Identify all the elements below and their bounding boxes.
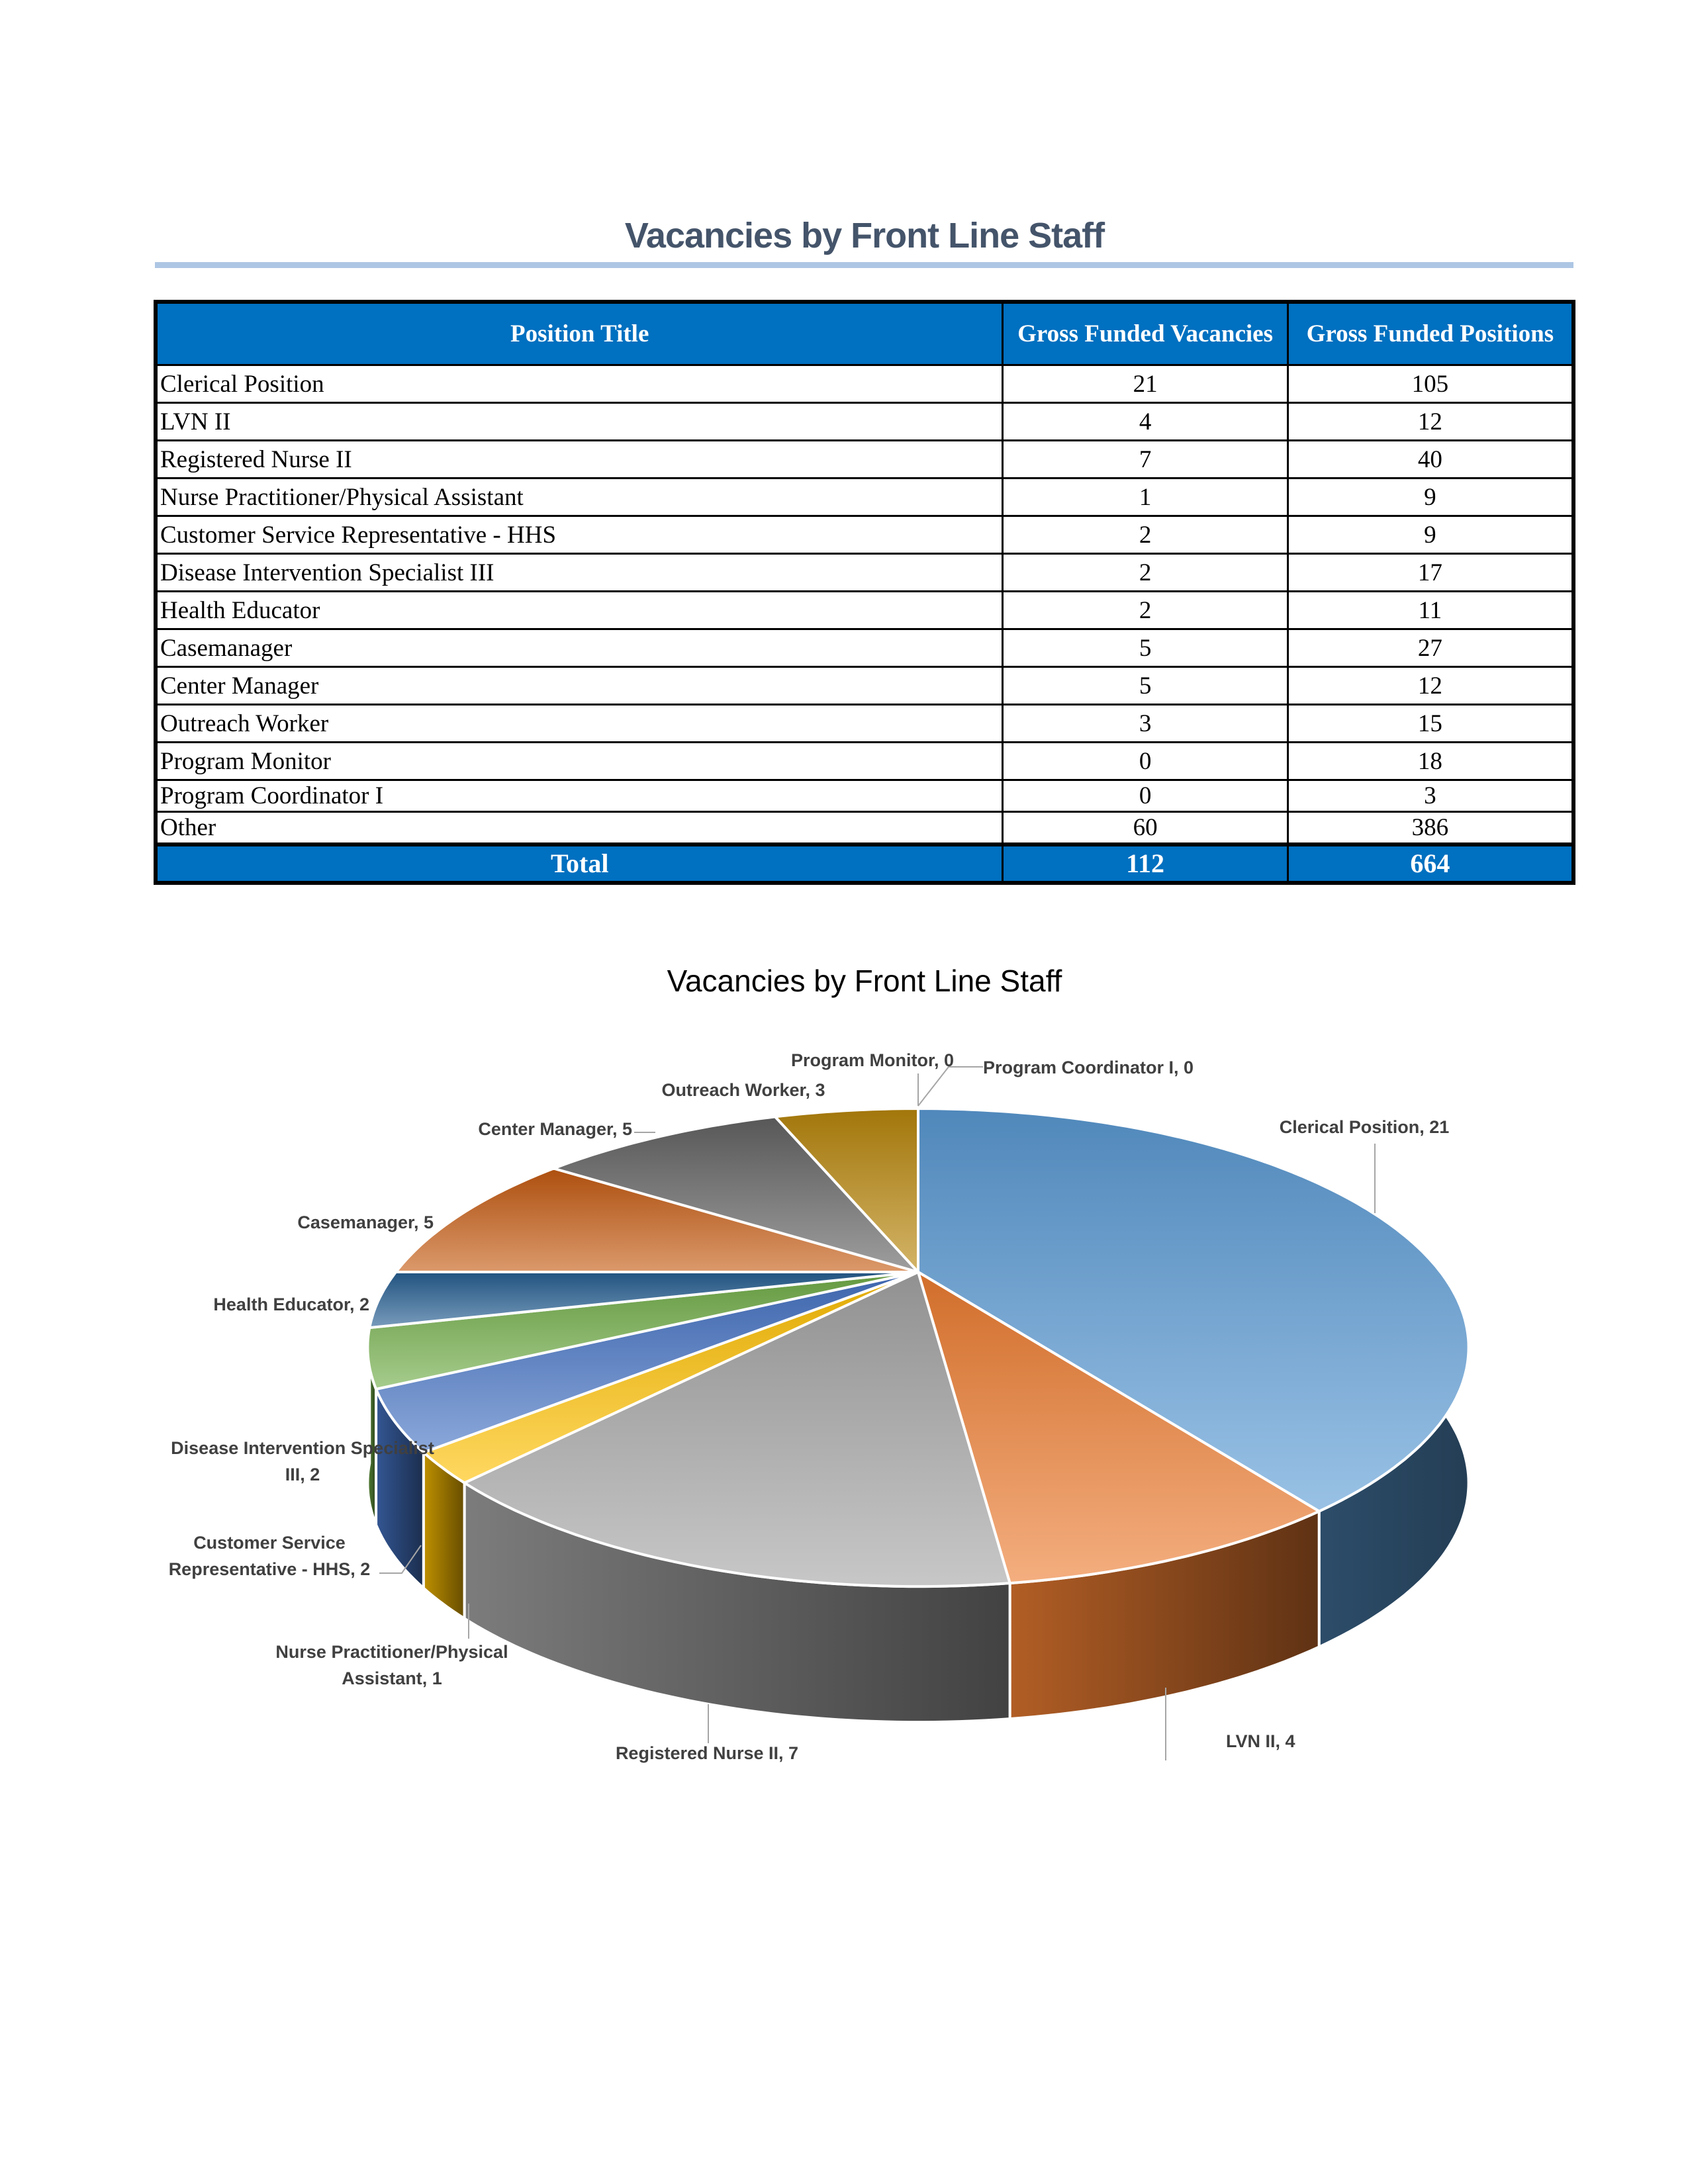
positions-cell: 386	[1286, 811, 1575, 846]
total-positions: 664	[1286, 842, 1575, 884]
data-label: Health Educator, 2	[213, 1295, 369, 1314]
vacancies-table: Position Title Gross Funded Vacancies Gr…	[154, 300, 1575, 885]
pie-slice	[421, 1271, 919, 1484]
table-row: Customer Service Representative - HHS 2 9	[154, 515, 1575, 555]
header-gross-funded-positions: Gross Funded Positions	[1286, 300, 1575, 366]
table-row: Program Monitor 0 18	[154, 741, 1575, 781]
data-label: Program Coordinator I, 0	[983, 1058, 1194, 1077]
position-title-cell: Center Manager	[154, 666, 1004, 705]
positions-cell: 27	[1286, 628, 1575, 668]
data-label: Clerical Position, 21	[1280, 1117, 1450, 1137]
vacancies-cell: 5	[1002, 628, 1289, 668]
position-title-cell: Program Monitor	[154, 741, 1004, 781]
positions-cell: 3	[1286, 779, 1575, 813]
total-row: Total 112 664	[154, 842, 1575, 884]
document-title: Vacancies by Front Line Staff	[624, 216, 1105, 255]
table-row: Casemanager 5 27	[154, 628, 1575, 668]
header-gross-funded-vacancies: Gross Funded Vacancies	[1002, 300, 1289, 366]
leader-line	[379, 1545, 422, 1574]
pie-slice	[549, 1115, 923, 1275]
data-label: Outreach Worker, 3	[661, 1080, 825, 1100]
total-vacancies: 112	[1002, 842, 1289, 884]
position-title-cell: Nurse Practitioner/Physical Assistant	[154, 477, 1004, 517]
vacancies-cell: 0	[1002, 779, 1289, 813]
leader-line	[917, 1066, 983, 1107]
pie-slice	[374, 1271, 919, 1454]
positions-cell: 9	[1286, 477, 1575, 517]
positions-cell: 17	[1286, 553, 1575, 592]
positions-cell: 105	[1286, 364, 1575, 404]
position-title-cell: Casemanager	[154, 628, 1004, 668]
pie-slice	[917, 1107, 1470, 1513]
table-row: Clerical Position 21 105	[154, 364, 1575, 404]
pie-slice	[367, 1271, 919, 1330]
vacancies-cell: 2	[1002, 515, 1289, 555]
vacancies-cell: 7	[1002, 439, 1289, 479]
positions-cell: 9	[1286, 515, 1575, 555]
positions-cell: 15	[1286, 704, 1575, 743]
table-row: Nurse Practitioner/Physical Assistant 1 9	[154, 477, 1575, 517]
vacancies-cell: 3	[1002, 704, 1289, 743]
pie-slice	[915, 1269, 1323, 1585]
position-title-cell: LVN II	[154, 402, 1004, 441]
data-label: Center Manager, 5	[478, 1119, 632, 1139]
table-row: LVN II 4 12	[154, 402, 1575, 441]
vacancies-cell: 5	[1002, 666, 1289, 705]
vacancies-cell: 2	[1002, 553, 1289, 592]
position-title-cell: Other	[154, 811, 1004, 846]
vacancies-cell: 1	[1002, 477, 1289, 517]
data-label: Disease Intervention Specialist III, 2	[171, 1438, 434, 1484]
pie-tops	[366, 1107, 1470, 1588]
vacancies-cell: 4	[1002, 402, 1289, 441]
data-label: Customer Service Representative - HHS, 2	[169, 1533, 371, 1579]
position-title-cell: Program Coordinator I	[154, 779, 1004, 813]
chart-title: Vacancies by Front Line Staff	[667, 964, 1062, 998]
data-label: LVN II, 4	[1226, 1731, 1295, 1751]
header-position-title: Position Title	[154, 300, 1004, 366]
data-label: Nurse Practitioner/Physical Assistant, 1	[275, 1642, 508, 1688]
data-labels: Clerical Position, 21 LVN II, 4 Registered…	[169, 1050, 1450, 1763]
pie-slice	[772, 1107, 919, 1276]
data-label: Registered Nurse II, 7	[616, 1743, 798, 1763]
position-title-cell: Clerical Position	[154, 364, 1004, 404]
position-title-cell: Customer Service Representative - HHS	[154, 515, 1004, 555]
leader-lines	[379, 1066, 1376, 1760]
vacancies-cell: 0	[1002, 741, 1289, 781]
positions-cell: 12	[1286, 666, 1575, 705]
position-title-cell: Health Educator	[154, 590, 1004, 630]
positions-cell: 11	[1286, 590, 1575, 630]
data-label: Program Monitor, 0	[791, 1050, 954, 1070]
vacancies-cell: 2	[1002, 590, 1289, 630]
table-row: Registered Nurse II 7 40	[154, 439, 1575, 479]
positions-cell: 18	[1286, 741, 1575, 781]
total-label: Total	[154, 842, 1004, 884]
position-title-cell: Disease Intervention Specialist III	[154, 553, 1004, 592]
data-label: Casemanager, 5	[297, 1212, 434, 1232]
positions-cell: 40	[1286, 439, 1575, 479]
table-row: Health Educator 2 11	[154, 590, 1575, 630]
pie-slice	[393, 1167, 919, 1273]
positions-cell: 12	[1286, 402, 1575, 441]
table-header-row: Position Title Gross Funded Vacancies Gr…	[154, 300, 1575, 366]
table-row: Other 60 386	[154, 811, 1575, 846]
position-title-cell: Registered Nurse II	[154, 439, 1004, 479]
pie-slice	[366, 1271, 919, 1391]
position-title-cell: Outreach Worker	[154, 704, 1004, 743]
pie-slice	[461, 1270, 1012, 1588]
vacancies-cell: 60	[1002, 811, 1289, 846]
table-row: Outreach Worker 3 15	[154, 704, 1575, 743]
vacancies-cell: 21	[1002, 364, 1289, 404]
table-row: Disease Intervention Specialist III 2 17	[154, 553, 1575, 592]
table-row: Center Manager 5 12	[154, 666, 1575, 705]
title-underline	[155, 262, 1573, 268]
